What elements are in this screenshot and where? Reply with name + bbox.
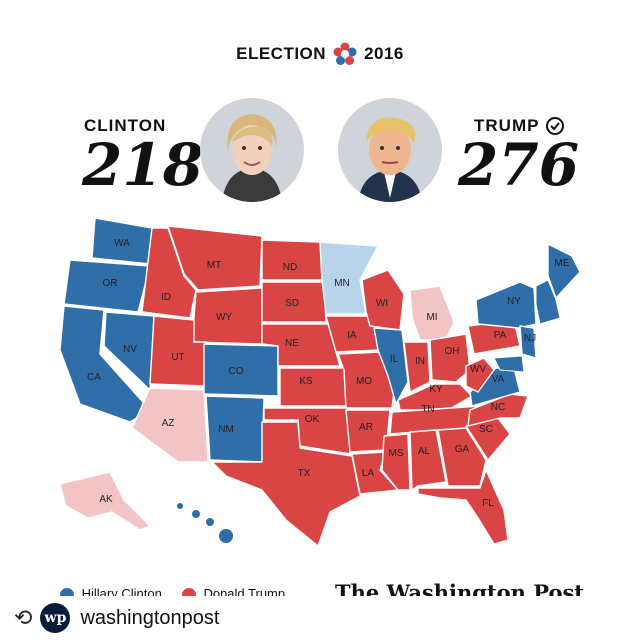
state-label-VA: VA xyxy=(492,374,505,385)
state-IL xyxy=(373,327,409,405)
clinton-name: CLINTON xyxy=(84,116,167,135)
state-label-MN: MN xyxy=(334,278,350,289)
state-label-AK: AK xyxy=(99,494,113,505)
state-label-WV: WV xyxy=(470,364,486,375)
state-label-OH: OH xyxy=(445,346,460,357)
election-header: ELECTION 2016 xyxy=(0,40,640,68)
clinton-votes: 218 xyxy=(82,131,204,199)
state-label-IL: IL xyxy=(390,354,399,365)
trump-name: TRUMP xyxy=(474,116,540,135)
maryland-shape xyxy=(493,355,525,373)
state-label-KY: KY xyxy=(429,384,443,395)
state-ND xyxy=(261,239,323,281)
account-name[interactable]: washingtonpost xyxy=(80,606,220,629)
state-label-FL: FL xyxy=(482,498,494,509)
state-label-IN: IN xyxy=(415,356,425,367)
state-label-PA: PA xyxy=(494,330,507,341)
state-label-NV: NV xyxy=(123,344,137,355)
state-label-NC: NC xyxy=(491,402,505,413)
state-TX xyxy=(211,421,361,547)
state-label-KS: KS xyxy=(299,376,313,387)
state-label-MT: MT xyxy=(207,260,221,271)
repost-icon[interactable]: ⟲ xyxy=(14,605,33,630)
clinton-portrait xyxy=(200,98,304,202)
state-AK xyxy=(59,471,151,531)
state-IN xyxy=(403,341,431,393)
state-label-WI: WI xyxy=(376,298,388,309)
trump-votes: 276 xyxy=(458,131,580,199)
state-KS xyxy=(279,367,347,407)
state-KY xyxy=(397,383,473,411)
checkmark-circle-icon xyxy=(546,117,565,135)
state-NY xyxy=(475,281,537,329)
state-label-ME: ME xyxy=(555,258,570,269)
new-england-shapes xyxy=(535,279,561,325)
state-OR xyxy=(63,259,151,313)
state-label-MS: MS xyxy=(389,448,404,459)
us-electoral-map: WA OR CA NV ID MT WY UT AZ CO NM ND SD NE KS OK TX MN IA MO… xyxy=(59,217,581,547)
state-label-NY: NY xyxy=(507,296,521,307)
state-CO xyxy=(203,343,279,397)
state-label-CO: CO xyxy=(229,366,244,377)
state-label-ID: ID xyxy=(161,292,171,303)
state-NM xyxy=(205,395,265,463)
state-label-CA: CA xyxy=(87,372,101,383)
state-label-SD: SD xyxy=(285,298,299,309)
state-GA xyxy=(437,427,487,487)
hawaii-islands xyxy=(177,503,233,543)
state-LA xyxy=(351,451,399,495)
state-label-UT: UT xyxy=(171,352,184,363)
trump-portrait xyxy=(338,98,442,202)
state-label-AR: AR xyxy=(359,422,373,433)
state-SD xyxy=(261,281,327,323)
state-MT xyxy=(167,225,263,291)
state-label-ND: ND xyxy=(283,262,297,273)
state-label-GA: GA xyxy=(455,444,470,455)
header-right: 2016 xyxy=(364,44,404,63)
state-AL xyxy=(409,429,447,491)
state-label-NM: NM xyxy=(218,424,234,435)
state-label-OK: OK xyxy=(305,414,320,425)
state-OH xyxy=(429,333,471,383)
state-label-TX: TX xyxy=(298,468,311,479)
state-MS xyxy=(381,433,411,491)
state-label-MI: MI xyxy=(426,312,437,323)
state-WV xyxy=(465,357,495,393)
state-ME xyxy=(547,243,581,299)
account-avatar[interactable]: wp xyxy=(40,603,71,633)
trump-name-row: TRUMP xyxy=(474,116,565,136)
state-label-TN: TN xyxy=(421,404,434,415)
header-left: ELECTION xyxy=(236,44,327,63)
star-emblem-icon xyxy=(333,42,357,65)
state-label-AZ: AZ xyxy=(162,418,175,429)
state-NJ xyxy=(519,325,537,359)
state-label-NJ: NJ xyxy=(524,333,536,344)
state-label-NE: NE xyxy=(285,338,299,349)
state-label-AL: AL xyxy=(418,446,431,457)
state-FL xyxy=(417,469,509,545)
state-label-IA: IA xyxy=(347,330,357,341)
state-label-LA: LA xyxy=(362,468,375,479)
state-label-WA: WA xyxy=(114,238,130,249)
state-label-MO: MO xyxy=(356,376,372,387)
repost-footer: ⟲ wp washingtonpost xyxy=(0,596,640,640)
state-label-OR: OR xyxy=(103,278,118,289)
state-UT xyxy=(149,315,207,387)
state-label-SC: SC xyxy=(479,424,493,435)
state-AZ xyxy=(131,387,209,463)
state-label-WY: WY xyxy=(216,312,232,323)
